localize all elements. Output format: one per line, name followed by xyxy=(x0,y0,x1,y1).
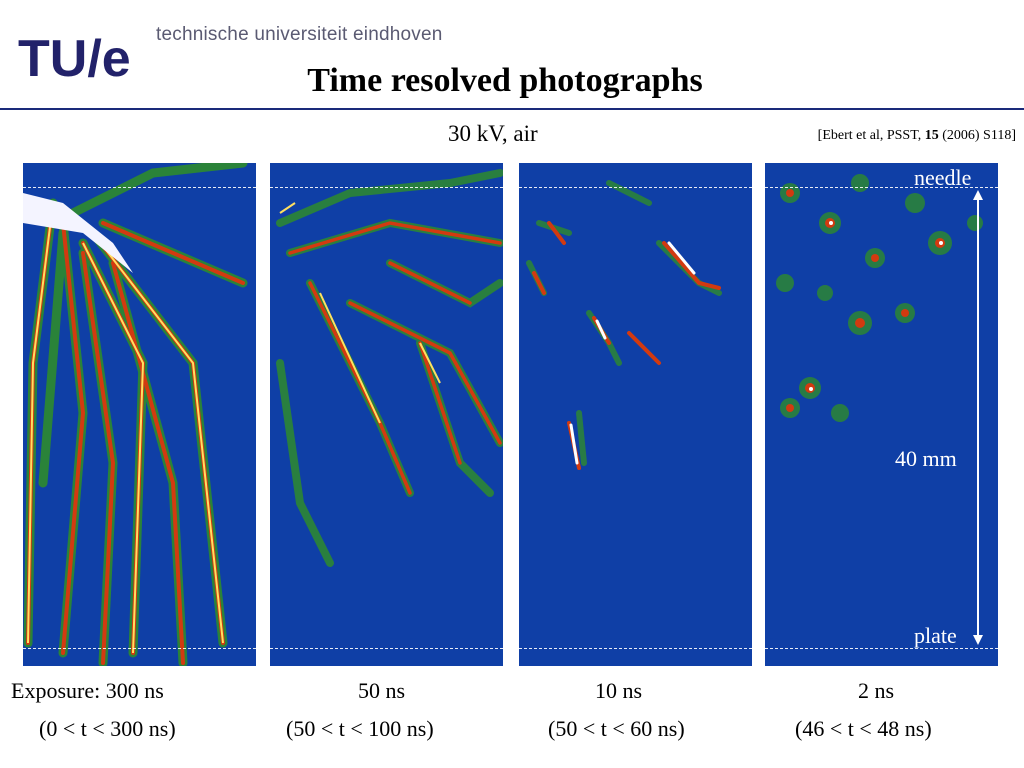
needle-line xyxy=(519,187,752,188)
citation-suffix: (2006) S118] xyxy=(938,128,1016,143)
institution-name: technische universiteit eindhoven xyxy=(156,24,443,45)
streamer-image xyxy=(526,180,722,470)
photo-panel-2ns xyxy=(765,163,998,666)
caption-exposure-50ns: 50 ns xyxy=(358,678,406,703)
caption-exposure-2ns: 2 ns xyxy=(858,678,895,703)
plate-line xyxy=(765,648,998,649)
header-rule xyxy=(0,108,1024,110)
logo-letters: TU/e xyxy=(18,30,131,86)
plate-line xyxy=(270,648,503,649)
streamer-image xyxy=(276,169,503,567)
caption-window-10ns: (50 < t < 60 ns) xyxy=(548,716,685,741)
citation-volume: 15 xyxy=(924,128,939,143)
photo-panel-10ns xyxy=(519,163,752,666)
plate-line xyxy=(519,648,752,649)
needle-label: needle xyxy=(914,165,972,190)
streamer-image xyxy=(776,174,983,422)
distance-label: 40 mm xyxy=(893,446,959,472)
plate-label: plate xyxy=(914,623,957,648)
needle-line xyxy=(23,187,256,188)
tue-logo: TU/e xyxy=(18,30,131,86)
subtitle: 30 kV, air xyxy=(448,121,538,146)
plate-line xyxy=(23,648,256,649)
needle-line xyxy=(765,187,998,188)
caption-window-50ns: (50 < t < 100 ns) xyxy=(286,716,434,741)
caption-exposure-10ns: 10 ns xyxy=(595,678,643,703)
streamer-image xyxy=(23,163,248,666)
photo-panel-50ns xyxy=(270,163,503,666)
citation-prefix: [Ebert et al, PSST, xyxy=(817,128,925,143)
slide-title: Time resolved photographs xyxy=(307,62,703,99)
photo-panel-300ns xyxy=(23,163,256,666)
caption-window-2ns: (46 < t < 48 ns) xyxy=(795,716,932,741)
distance-arrow xyxy=(973,190,983,645)
citation: [Ebert et al, PSST, 15 (2006) S118] xyxy=(818,128,1016,144)
caption-exposure-300ns: Exposure: 300 ns xyxy=(11,678,164,703)
caption-window-300ns: (0 < t < 300 ns) xyxy=(39,716,176,741)
needle-line xyxy=(270,187,503,188)
